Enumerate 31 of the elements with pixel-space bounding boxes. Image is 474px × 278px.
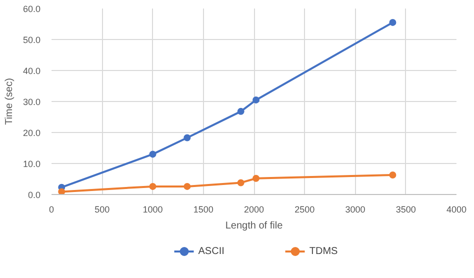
point xyxy=(252,174,260,182)
point xyxy=(389,171,396,178)
x-tick-label: 1000 xyxy=(142,204,163,214)
point xyxy=(184,134,191,142)
x-tick-label: 3500 xyxy=(396,204,416,214)
x-tick-label: 0 xyxy=(48,204,54,214)
y-tick-label: 10.0 xyxy=(22,159,41,169)
y-axis-title: Time (sec) xyxy=(4,78,15,125)
legend-label: ASCII xyxy=(198,246,224,256)
x-tick-label: 500 xyxy=(94,204,110,214)
point xyxy=(237,108,244,115)
point xyxy=(58,188,66,194)
point xyxy=(149,182,156,190)
y-tick-label: 60.0 xyxy=(22,4,41,14)
y-tick-label: 50.0 xyxy=(22,35,41,45)
x-tick-label: 2000 xyxy=(244,204,264,214)
legend-label: TDMS xyxy=(309,246,338,256)
x-tick-label: 2500 xyxy=(294,204,315,214)
y-tick-label: 20.0 xyxy=(22,128,41,138)
point xyxy=(252,96,260,104)
point xyxy=(389,18,396,26)
point xyxy=(184,182,191,190)
x-tick-label: 3000 xyxy=(345,204,366,214)
x-axis-title: Length of file xyxy=(225,220,284,232)
y-tick-label: 30.0 xyxy=(22,97,41,107)
point xyxy=(149,150,156,158)
y-tick-label: 40.0 xyxy=(22,66,41,76)
point xyxy=(237,179,244,186)
y-tick-label: 0.0 xyxy=(28,190,41,200)
x-tick-label: 1500 xyxy=(193,204,214,214)
x-tick-label: 4000 xyxy=(446,204,467,214)
